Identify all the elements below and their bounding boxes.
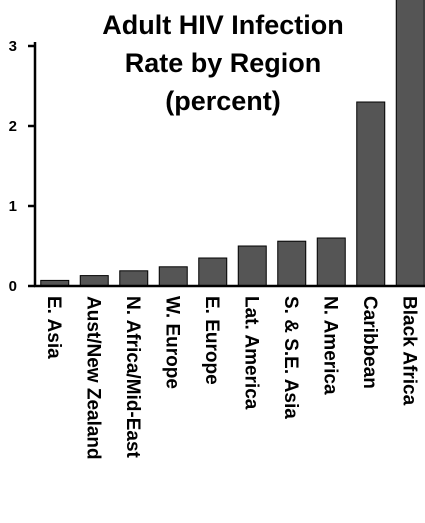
x-tick-label: W. Europe <box>161 296 182 389</box>
x-tick-label: N. America <box>319 296 340 395</box>
chart-title-line-1: Adult HIV Infection <box>102 10 343 40</box>
y-ticks-group: 0 1 2 3 <box>9 38 35 295</box>
x-tick-label: E. Europe <box>201 296 222 385</box>
x-tick-label: Aust/New Zealand <box>82 296 103 460</box>
bar <box>395 0 425 287</box>
x-tick-label: Black Africa <box>398 296 419 406</box>
chart-title-line-2: Rate by Region <box>125 48 322 78</box>
bar <box>277 240 307 287</box>
bar <box>119 270 149 287</box>
y-tick-label: 1 <box>9 198 17 215</box>
bar <box>79 275 109 287</box>
bar <box>316 237 346 287</box>
x-tick-label: N. Africa/Mid-East <box>122 296 143 459</box>
y-tick-label: 2 <box>9 118 17 135</box>
bar <box>356 101 386 287</box>
bar <box>237 245 267 287</box>
chart-title-line-3: (percent) <box>165 86 281 116</box>
y-tick-label: 0 <box>9 278 17 295</box>
bars-group <box>40 0 425 287</box>
bar <box>198 257 228 287</box>
x-tick-label: E. Asia <box>43 296 64 359</box>
x-tick-label: Caribbean <box>359 296 380 389</box>
y-tick-label: 3 <box>9 38 17 55</box>
x-labels-group: E. Asia Aust/New Zealand N. Africa/Mid-Eas… <box>43 296 420 460</box>
chart-title: Adult HIV Infection Rate by Region (perc… <box>102 10 343 116</box>
x-tick-label: Lat. America <box>240 296 261 410</box>
bar <box>158 266 188 287</box>
x-tick-label: S. & S.E. Asia <box>280 296 301 419</box>
